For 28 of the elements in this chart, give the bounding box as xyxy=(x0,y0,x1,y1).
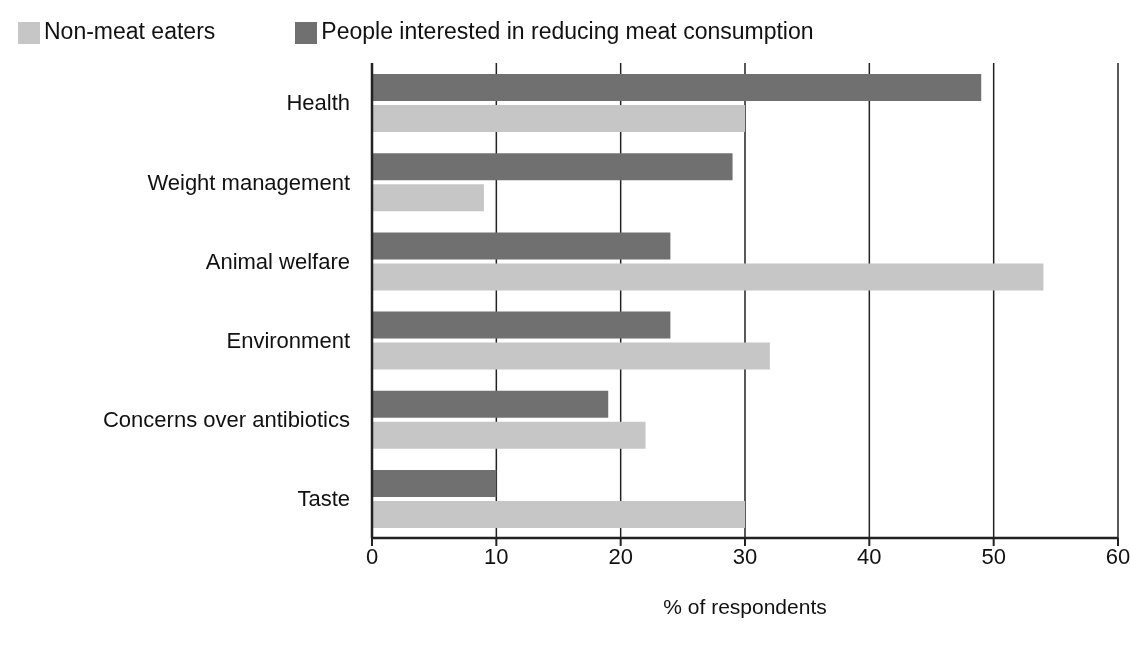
bar xyxy=(372,390,609,418)
bar xyxy=(372,469,497,497)
bar xyxy=(372,105,745,133)
bar xyxy=(372,311,671,339)
y-tick-label: Taste xyxy=(297,486,350,512)
y-tick-label: Health xyxy=(286,90,350,116)
x-tick-label: 10 xyxy=(484,543,509,569)
bar xyxy=(372,153,733,181)
legend-label: People interested in reducing meat consumption xyxy=(321,18,814,44)
y-tick-label: Concerns over antibiotics xyxy=(102,407,350,433)
y-tick-label: Environment xyxy=(226,327,350,353)
bar xyxy=(372,184,484,212)
bar xyxy=(372,421,646,449)
bar xyxy=(372,263,1044,291)
legend-label: Non-meat eaters xyxy=(44,18,216,44)
bar xyxy=(372,74,982,102)
x-tick-label: 60 xyxy=(1105,543,1130,569)
y-tick-label: Animal welfare xyxy=(205,248,350,274)
x-tick-label: 40 xyxy=(857,543,882,569)
bar xyxy=(372,232,671,260)
bar xyxy=(372,500,745,528)
y-tick-label: Weight management xyxy=(147,169,350,195)
bar xyxy=(372,342,770,370)
x-tick-label: 20 xyxy=(608,543,633,569)
x-axis-title: % of respondents xyxy=(663,595,827,618)
x-tick-label: 30 xyxy=(732,543,758,569)
x-tick-label: 0 xyxy=(365,543,379,569)
x-tick-label: 50 xyxy=(981,543,1006,569)
